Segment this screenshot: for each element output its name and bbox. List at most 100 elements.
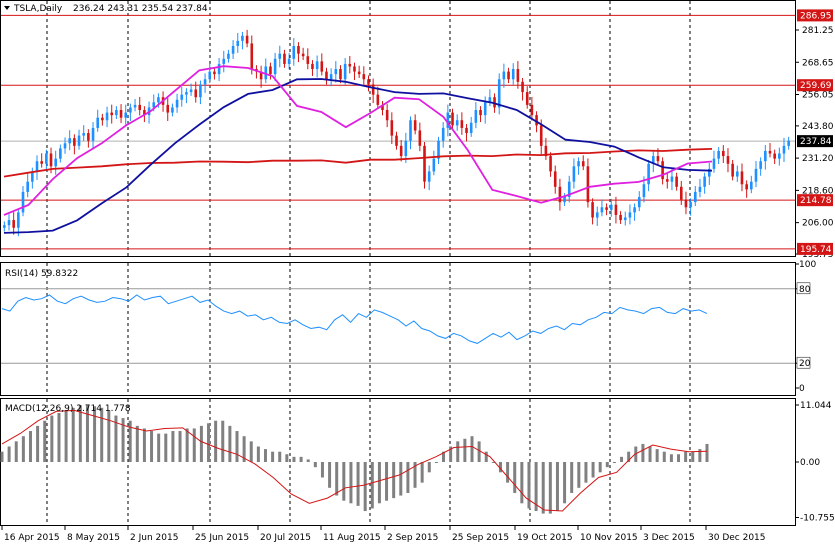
- candle-body: [222, 58, 226, 64]
- candle-body: [525, 92, 529, 105]
- price-axis[interactable]: 281.25 268.65 256.05 243.80 231.20 218.60 206.…: [795, 9, 834, 260]
- collapse-arrow-icon[interactable]: [4, 6, 10, 10]
- macd-bar: [57, 412, 61, 462]
- candle-body: [12, 220, 15, 228]
- candle-body: [301, 53, 305, 57]
- candle-body: [236, 40, 240, 46]
- macd-bar: [28, 431, 32, 462]
- time-tick-label: 16 Apr 2015: [4, 533, 60, 543]
- time-tick-label: 3 Dec 2015: [643, 533, 695, 543]
- candle-body: [208, 71, 212, 80]
- candle-body: [217, 63, 221, 75]
- macd-bar: [349, 462, 353, 504]
- macd-bar: [50, 415, 54, 462]
- macd-panel: MACD(12,26,9) 2.714 1.778: [0, 398, 796, 526]
- macd-bar: [598, 462, 602, 473]
- macd-bar: [498, 462, 502, 473]
- price-tag: [797, 79, 833, 92]
- macd-bar: [7, 446, 11, 462]
- candle-body: [31, 171, 34, 182]
- candle-body: [371, 84, 375, 95]
- price-tag: [797, 9, 833, 22]
- candle-body: [665, 179, 669, 182]
- candle-body: [717, 150, 720, 159]
- macd-bar: [221, 420, 225, 462]
- macd-bar: [406, 462, 410, 493]
- candle-body: [778, 153, 781, 159]
- macd-bar: [14, 441, 18, 462]
- rsi-level-tag: [796, 356, 811, 369]
- macd-bar: [385, 462, 389, 501]
- candle-body: [488, 97, 492, 103]
- macd-bar: [591, 462, 595, 478]
- candle-body: [511, 69, 515, 80]
- candle-body: [535, 115, 538, 126]
- macd-axis[interactable]: 11.044 0.00 -10.755: [795, 401, 835, 524]
- macd-bar: [142, 428, 146, 462]
- candle-body: [45, 153, 48, 164]
- macd-bar: [541, 462, 545, 514]
- time-tick-label: 2 Jun 2015: [130, 533, 178, 543]
- macd-bar: [641, 443, 645, 462]
- macd-bar: [691, 451, 695, 462]
- moving-average-line: [3, 65, 713, 216]
- candle-body: [423, 145, 426, 182]
- candle-body: [605, 207, 608, 210]
- rsi-tick-label: 20: [799, 359, 811, 369]
- candle-body: [7, 220, 11, 226]
- candle-body: [698, 186, 702, 192]
- macd-bar: [662, 451, 666, 462]
- candle-body: [91, 127, 95, 141]
- price-tick-label: 281.25: [802, 26, 834, 36]
- rsi-tick-label: 100: [799, 260, 816, 270]
- candle-body: [549, 156, 552, 172]
- candle-body: [292, 46, 296, 59]
- macd-bar: [228, 425, 232, 462]
- macd-bar: [292, 456, 296, 462]
- candle-body: [493, 97, 496, 108]
- candle-body: [773, 153, 776, 159]
- macd-bar: [299, 456, 303, 462]
- candle-body: [675, 176, 678, 187]
- time-tick-label: 25 Sep 2015: [452, 533, 509, 543]
- candle-body: [553, 171, 557, 187]
- macd-bar: [192, 428, 196, 462]
- candle-body: [171, 107, 174, 113]
- macd-bar: [36, 425, 40, 462]
- macd-bar: [434, 462, 438, 463]
- candle-body: [614, 204, 618, 215]
- candle-body: [203, 79, 207, 85]
- candle-body: [138, 104, 142, 110]
- rsi-polyline: [1, 294, 708, 344]
- time-axis[interactable]: 16 Apr 2015 8 May 2015 2 Jun 2015 25 Jun 20…: [1, 526, 766, 543]
- candle-body: [40, 161, 43, 164]
- macd-bar: [563, 462, 567, 504]
- price-tick-label: 206.00: [802, 219, 834, 229]
- macd-bar: [93, 406, 97, 462]
- candle-body: [750, 181, 753, 190]
- macd-bar: [135, 425, 139, 462]
- rsi-level-tag: [796, 282, 811, 295]
- macd-bar: [548, 462, 552, 514]
- time-tick-label: 20 Jul 2015: [260, 533, 311, 543]
- macd-title: MACD(12,26,9) 2.714 1.778: [5, 404, 131, 414]
- candle-body: [231, 46, 235, 54]
- price-tag-label: 237.84: [800, 137, 832, 147]
- rsi-panel: RSI(14) 59.8322: [0, 262, 796, 396]
- candle-body: [269, 66, 272, 75]
- candle-body: [628, 212, 632, 218]
- macd-bar: [684, 451, 688, 462]
- macd-bar: [128, 420, 132, 462]
- candle-body: [577, 161, 580, 167]
- price-tag: [797, 135, 833, 148]
- candle-body: [413, 120, 417, 131]
- macd-bar: [185, 428, 189, 462]
- candle-body: [497, 79, 501, 108]
- candle-body: [264, 66, 268, 80]
- macd-bar: [43, 420, 47, 462]
- horizontal-levels: [1, 14, 795, 250]
- rsi-axis[interactable]: 100 80 20 0: [795, 260, 816, 394]
- macd-bar: [335, 462, 339, 496]
- candle-body: [227, 53, 230, 59]
- candle-body: [707, 168, 711, 177]
